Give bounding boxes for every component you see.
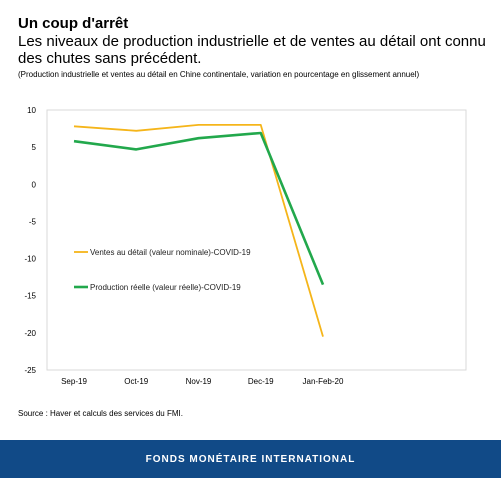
y-tick-label: -10: [24, 255, 36, 264]
series-line-retail-sales: [73, 124, 324, 337]
x-tick-label: Jan-Feb-20: [303, 377, 344, 386]
y-tick-label: -25: [24, 366, 36, 375]
chart-subtitle: Les niveaux de production industrielle e…: [18, 33, 486, 67]
chart-note: (Production industrielle et ventes au dé…: [18, 70, 420, 79]
legend-label: Production réelle (valeur réelle)-COVID-…: [90, 283, 241, 292]
y-tick-label: -20: [24, 329, 36, 338]
legend-label: Ventes au détail (valeur nominale)-COVID…: [90, 248, 251, 257]
y-tick-label: 0: [32, 180, 37, 189]
line-chart: 10 5 0 -5 -10 -15 -20 -25 Sep-19 Oct-19 Nov-19 Dec…: [24, 106, 467, 386]
chart-title: Un coup d'arrêt: [18, 15, 129, 32]
x-tick-label: Nov-19: [186, 377, 212, 386]
y-tick-label: -5: [29, 217, 37, 226]
x-tick-label: Dec-19: [248, 377, 274, 386]
y-tick-label: 5: [32, 143, 37, 152]
source-note: Source : Haver et calculs des services d…: [18, 409, 183, 418]
x-tick-label: Oct-19: [124, 377, 149, 386]
footer-label: FONDS MONÉTAIRE INTERNATIONAL: [145, 453, 356, 465]
y-tick-label: -15: [24, 292, 36, 301]
x-tick-label: Sep-19: [61, 377, 87, 386]
footer-bar: FONDS MONÉTAIRE INTERNATIONAL: [0, 440, 501, 478]
plot-area-border: [46, 109, 467, 371]
y-tick-label: 10: [27, 106, 36, 115]
